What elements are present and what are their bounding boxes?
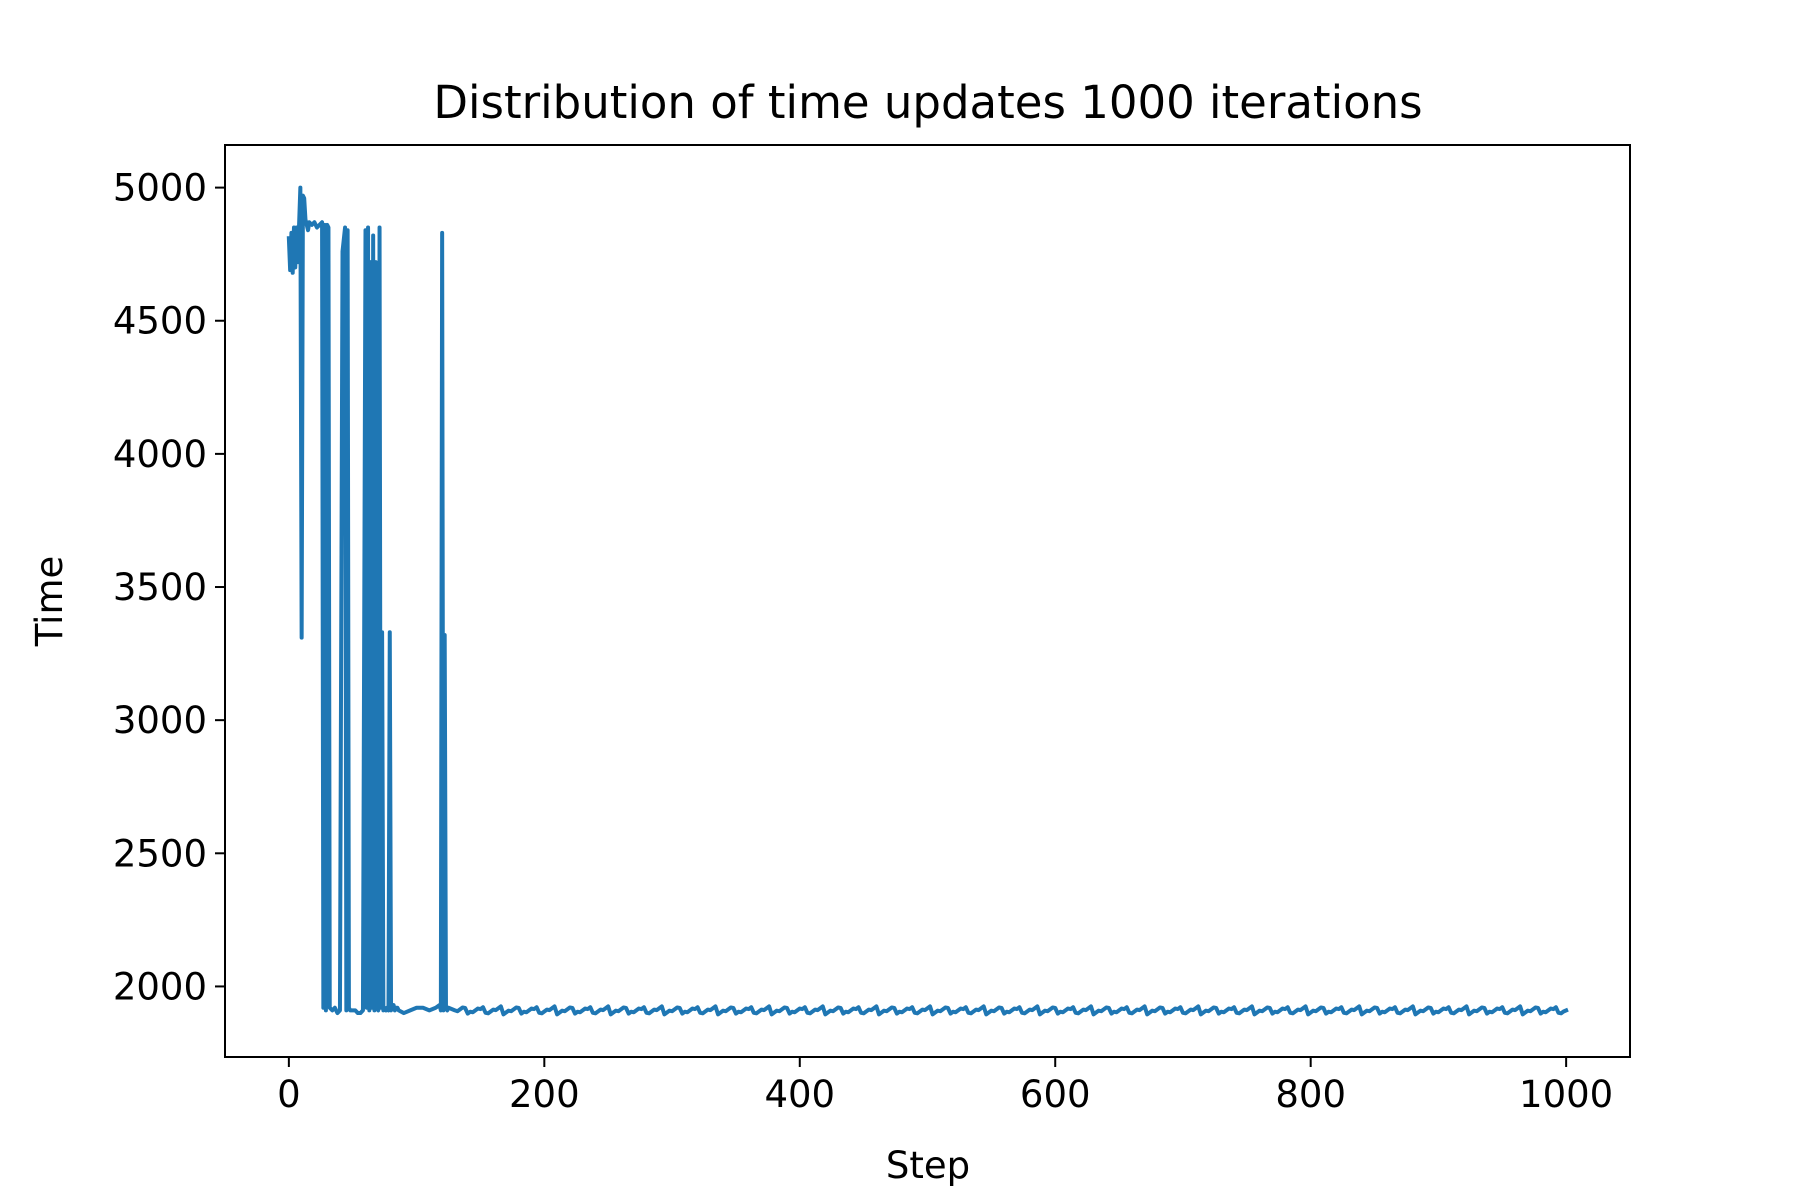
y-tick-label: 2500	[113, 832, 207, 875]
y-axis-label: Time	[28, 556, 71, 648]
axes-frame	[224, 144, 1631, 1058]
y-tick-label: 4500	[113, 300, 207, 343]
x-tick-label: 400	[764, 1073, 835, 1116]
chart-title: Distribution of time updates 1000 iterat…	[433, 76, 1422, 129]
x-axis: 0 200 400 600 800 1000	[277, 1057, 1613, 1116]
x-tick-label: 600	[1020, 1073, 1091, 1116]
y-tick-label: 5000	[113, 167, 207, 210]
y-tick-label: 4000	[113, 433, 207, 476]
series-line	[286, 185, 1569, 1017]
x-tick-label: 1000	[1519, 1073, 1613, 1116]
plot-area	[286, 185, 1569, 1017]
x-tick-label: 0	[277, 1073, 301, 1116]
y-tick-label: 2000	[113, 965, 207, 1008]
x-tick-label: 800	[1275, 1073, 1346, 1116]
x-axis-label: Step	[886, 1144, 970, 1187]
y-axis: 2000 2500 3000 3500 4000 4500 5000	[113, 167, 225, 1008]
y-tick-label: 3000	[113, 699, 207, 742]
y-tick-label: 3500	[113, 566, 207, 609]
x-tick-label: 200	[509, 1073, 580, 1116]
